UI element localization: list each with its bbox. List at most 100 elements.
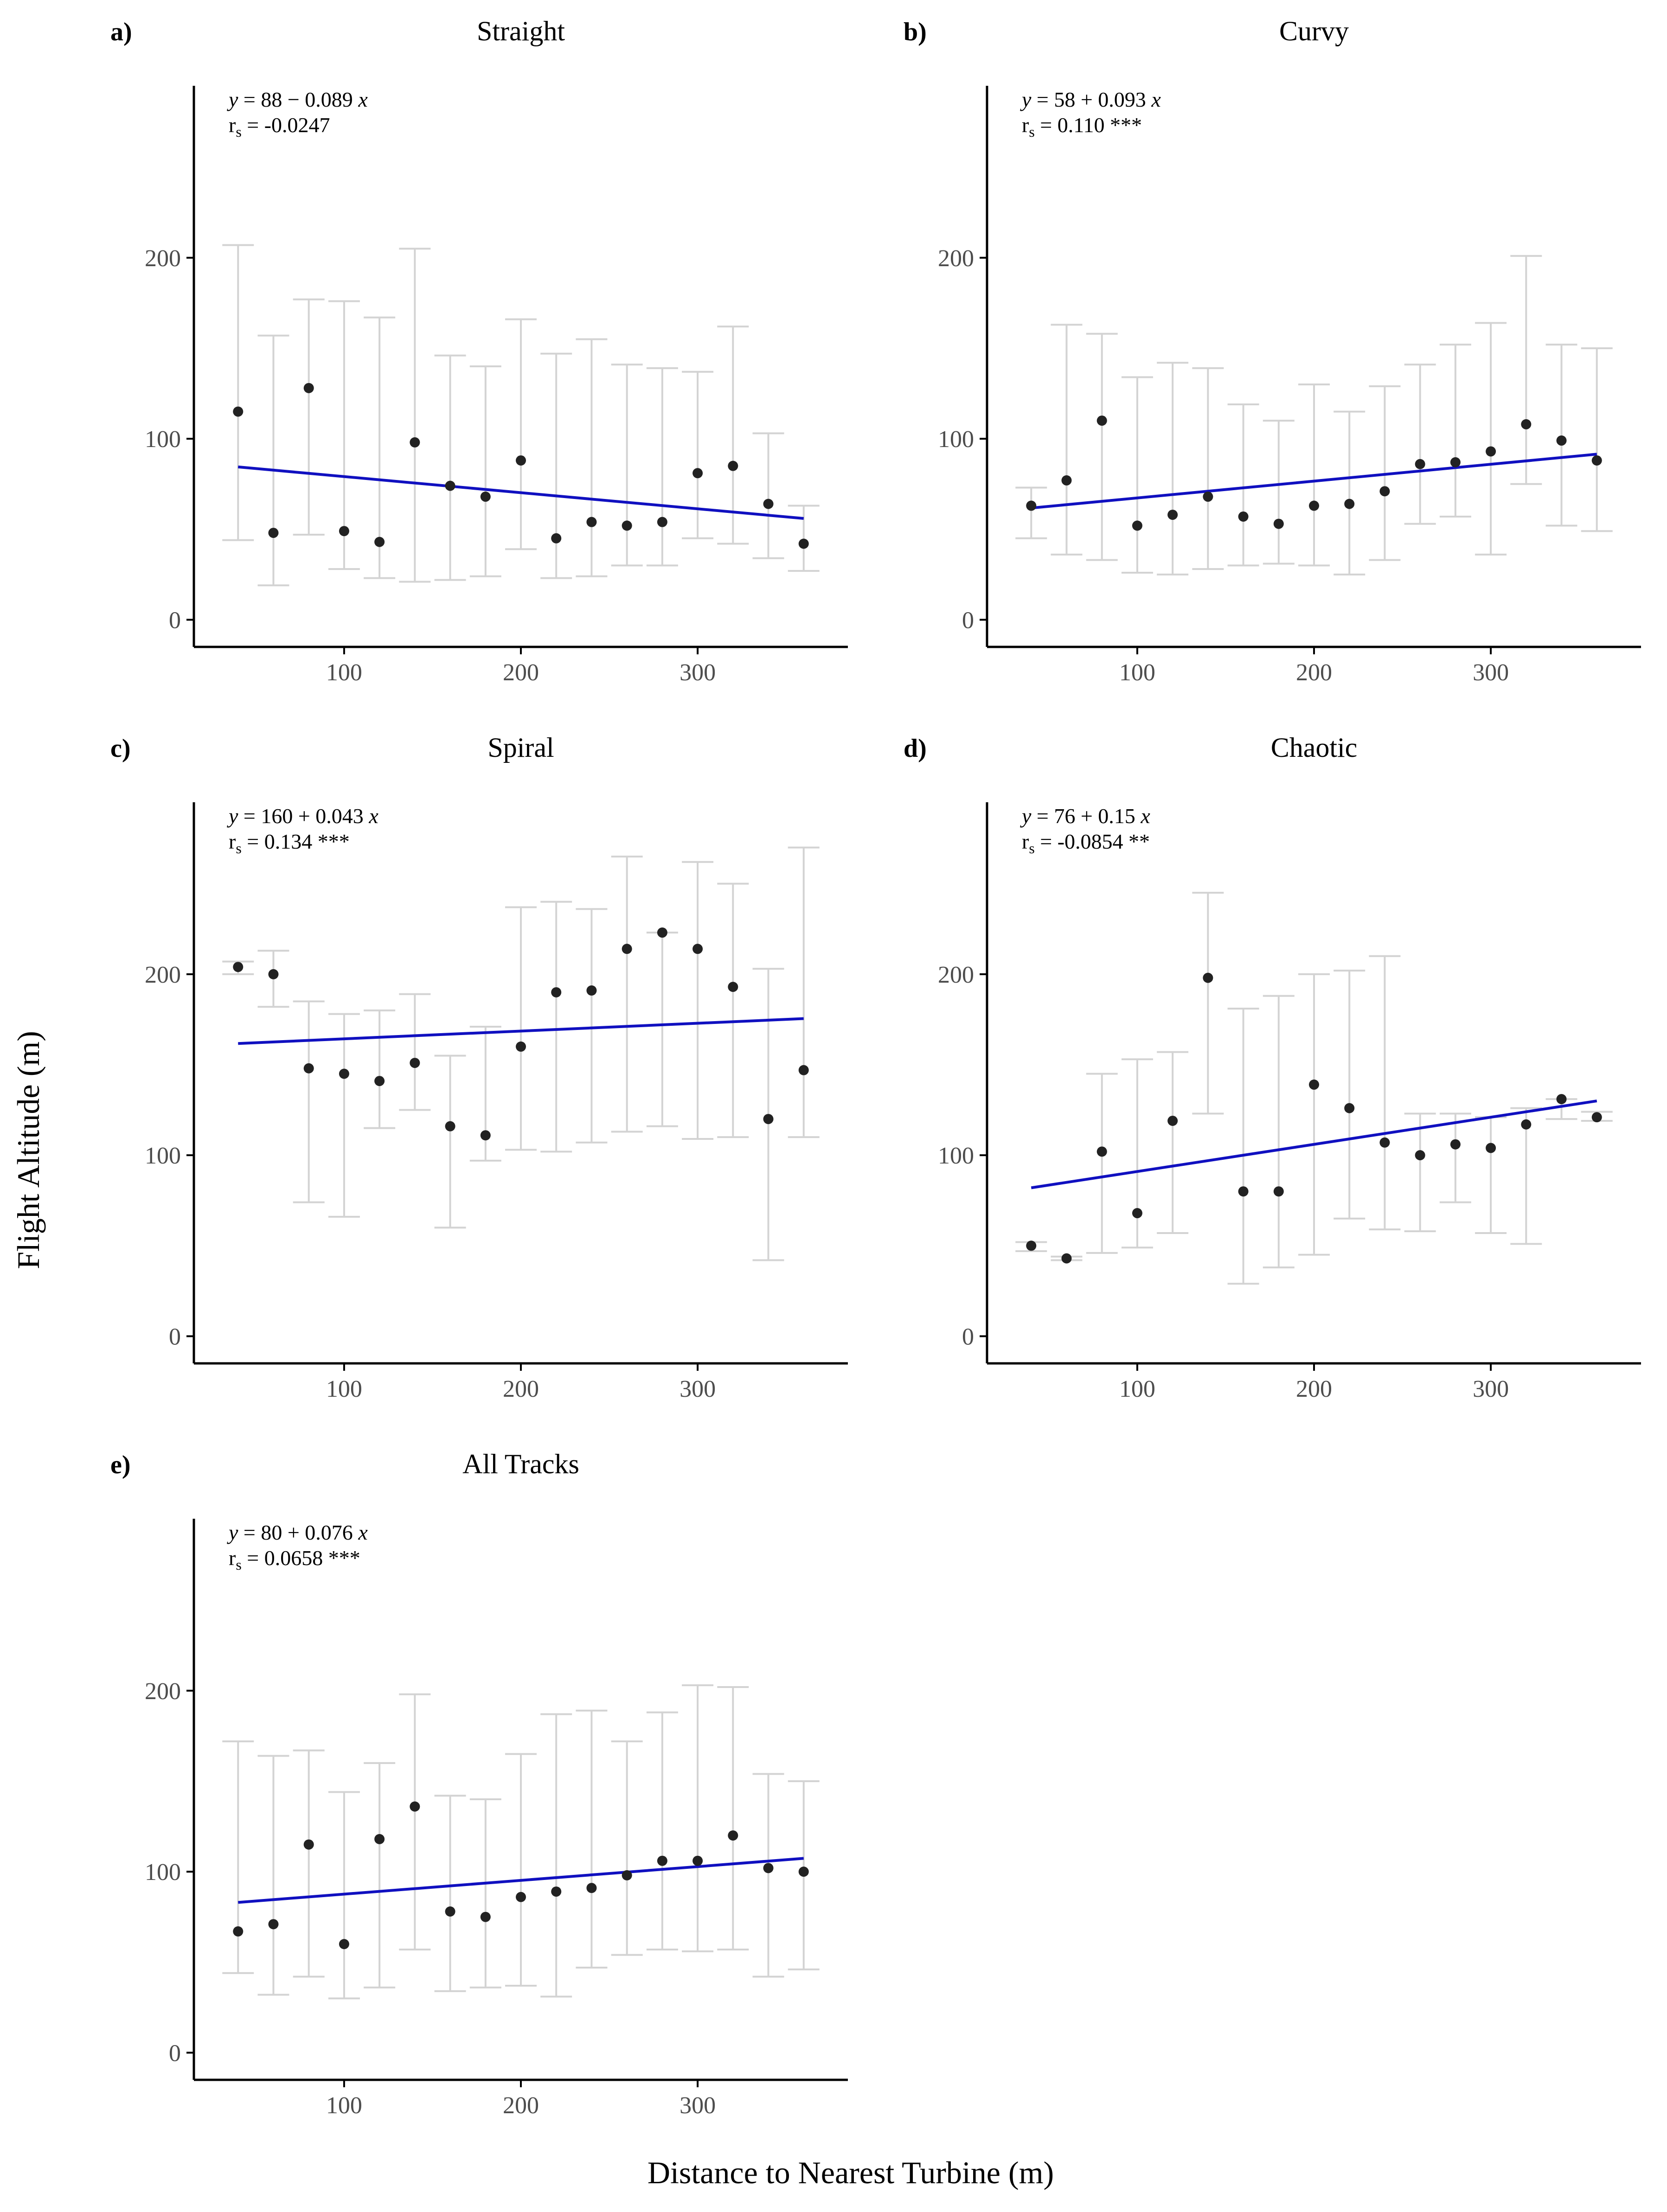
error-bar	[540, 1713, 572, 1998]
y-tick-label: 200	[938, 245, 974, 272]
regression-line	[238, 1017, 804, 1045]
equation-rhs: = 58 + 0.093	[1031, 88, 1151, 111]
data-point	[551, 1886, 562, 1897]
data-point	[1486, 1143, 1496, 1153]
error-bar	[1510, 255, 1542, 485]
y-tick-label: 100	[938, 1143, 974, 1169]
error-bar	[257, 1755, 289, 1996]
error-bar	[328, 1013, 360, 1218]
error-bar	[646, 367, 678, 567]
data-point	[410, 1058, 420, 1068]
data-point	[1415, 459, 1425, 469]
regression-equation: y = 88 − 0.089 x	[227, 88, 368, 111]
x-tick-label: 300	[1473, 1376, 1509, 1402]
panel-chaotic: d) Chaotic 0 100 200 100 200 300 y = 76 + 0.15 x…	[904, 732, 1641, 1402]
data-point	[516, 1041, 526, 1052]
error-bar	[364, 1762, 396, 1988]
data-point	[268, 969, 279, 979]
error-bar	[1404, 364, 1436, 525]
x-tick-label: 300	[680, 659, 716, 686]
error-bar	[1121, 376, 1153, 574]
data-point	[1486, 446, 1496, 457]
data-point	[480, 1130, 491, 1141]
data-point	[374, 537, 385, 547]
equation-var: x	[358, 88, 368, 111]
error-bar	[1263, 420, 1295, 565]
data-point	[622, 944, 632, 954]
error-bar	[1404, 1112, 1436, 1233]
error-bar	[1192, 367, 1224, 570]
panel-title: Curvy	[1279, 16, 1349, 46]
data-point	[728, 460, 738, 471]
data-point	[1556, 435, 1567, 446]
y-tick-label: 0	[962, 607, 974, 633]
error-bar	[1369, 955, 1401, 1231]
rs-value: = 0.134 ***	[242, 830, 350, 853]
spearman-rs: rs = 0.110 ***	[1022, 113, 1142, 140]
error-bar	[1192, 892, 1224, 1115]
data-point	[1450, 457, 1461, 467]
error-bar	[682, 371, 714, 539]
data-point	[551, 533, 562, 543]
data-point	[1344, 1103, 1355, 1113]
data-point	[445, 1906, 455, 1917]
error-bar	[434, 354, 466, 581]
data-point	[1521, 419, 1532, 429]
data-point	[410, 437, 420, 448]
equation-lhs: y	[227, 1521, 238, 1544]
error-bar	[1545, 344, 1577, 527]
rs-subscript: s	[1029, 840, 1034, 857]
spearman-rs: rs = 0.0658 ***	[229, 1546, 360, 1573]
error-bar	[611, 856, 643, 1133]
error-bar	[752, 1773, 784, 1978]
y-tick-label: 200	[145, 1678, 181, 1705]
error-bar	[717, 326, 749, 545]
data-point	[1309, 500, 1319, 511]
error-bar	[576, 908, 608, 1144]
data-point	[1167, 510, 1178, 520]
data-point	[692, 944, 703, 954]
y-tick-label: 0	[169, 607, 181, 633]
panel-title: Chaotic	[1271, 732, 1358, 763]
error-bar	[788, 846, 820, 1138]
data-point	[303, 1839, 314, 1850]
data-point	[1309, 1079, 1319, 1090]
data-point	[728, 1830, 738, 1841]
data-point	[1591, 455, 1602, 466]
error-bar	[364, 1009, 396, 1129]
data-point	[622, 520, 632, 531]
data-point	[1556, 1094, 1567, 1105]
data-point	[339, 1939, 349, 1950]
error-bar	[1334, 970, 1366, 1220]
y-tick-label: 0	[962, 1323, 974, 1350]
error-bar	[469, 1798, 501, 1988]
data-point	[1344, 499, 1355, 509]
error-bar	[434, 1055, 466, 1229]
panel-spiral: c) Spiral 0 100 200 100 200 300 y = 160 + 0.043 …	[110, 732, 848, 1402]
error-bar	[505, 1753, 537, 1987]
data-point	[551, 987, 562, 997]
y-tick-label: 100	[145, 1143, 181, 1169]
equation-rhs: = 80 + 0.076	[238, 1521, 358, 1544]
panel-letter: c)	[110, 734, 131, 763]
error-bar	[399, 1693, 431, 1950]
error-bar	[1227, 403, 1259, 567]
x-tick-label: 100	[1119, 659, 1155, 686]
data-point	[1167, 1115, 1178, 1126]
data-point	[1273, 518, 1284, 529]
data-point	[586, 1883, 597, 1893]
data-point	[1379, 486, 1390, 497]
data-point	[586, 985, 597, 996]
data-point	[303, 1063, 314, 1074]
equation-lhs: y	[227, 804, 238, 828]
error-bar	[1439, 1112, 1471, 1203]
error-bar	[293, 1000, 325, 1203]
y-tick-label: 200	[938, 962, 974, 988]
error-bar	[717, 1686, 749, 1950]
data-point	[233, 406, 244, 417]
x-tick-label: 100	[326, 2092, 362, 2119]
error-bar	[1298, 973, 1330, 1256]
data-point	[480, 1912, 491, 1922]
